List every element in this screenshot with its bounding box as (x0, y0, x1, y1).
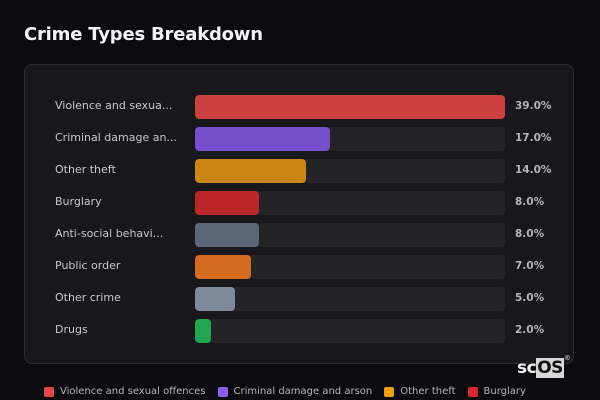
bar-row: Other crime 5.0% (25, 287, 573, 311)
bar-fill[interactable] (195, 127, 331, 151)
bar-track (195, 287, 505, 311)
legend-swatch-icon (467, 386, 478, 397)
legend-swatch-icon (384, 386, 395, 397)
bar-value: 8.0% (515, 228, 545, 240)
watermark-prefix: sc (517, 358, 537, 378)
bar-row: Violence and sexua... 39.0% (25, 95, 573, 119)
chart-card: Violence and sexua... 39.0% Criminal damag… (24, 64, 574, 364)
bar-track (195, 127, 505, 151)
bar-value: 2.0% (515, 324, 545, 336)
bar-track (195, 223, 505, 247)
bar-track (195, 319, 505, 343)
legend-item[interactable]: Violence and sexual offences (44, 386, 206, 397)
bar-fill[interactable] (195, 159, 307, 183)
bar-label: Other theft (55, 163, 116, 176)
bar-fill[interactable] (195, 95, 505, 119)
bar-label: Criminal damage an... (55, 131, 177, 144)
bar-value: 17.0% (515, 132, 552, 144)
watermark-boxed: OS (536, 358, 564, 378)
legend-label: Criminal damage and arson (233, 386, 373, 397)
legend-label: Burglary (483, 386, 526, 397)
page-title: Crime Types Breakdown (24, 24, 263, 45)
legend-item[interactable]: Burglary (467, 386, 526, 397)
bar-fill[interactable] (195, 191, 259, 215)
bar-value: 8.0% (515, 196, 545, 208)
bar-row: Criminal damage an... 17.0% (25, 127, 573, 151)
legend-item[interactable]: Criminal damage and arson (217, 386, 373, 397)
bar-label: Drugs (55, 323, 88, 336)
bar-label: Anti-social behavi... (55, 227, 164, 240)
bar-row: Drugs 2.0% (25, 319, 573, 343)
bar-value: 5.0% (515, 292, 545, 304)
bar-track (195, 255, 505, 279)
bar-row: Other theft 14.0% (25, 159, 573, 183)
bar-track (195, 191, 505, 215)
bar-label: Violence and sexua... (55, 99, 173, 112)
bar-track (195, 159, 505, 183)
bar-label: Other crime (55, 291, 121, 304)
bar-fill[interactable] (195, 255, 251, 279)
bar-label: Burglary (55, 195, 102, 208)
watermark-logo: scOS® (517, 354, 571, 378)
bar-fill[interactable] (195, 319, 211, 343)
bar-value: 39.0% (515, 100, 552, 112)
chart-legend: Violence and sexual offences Criminal dam… (44, 386, 526, 397)
legend-label: Violence and sexual offences (60, 386, 206, 397)
bar-row: Public order 7.0% (25, 255, 573, 279)
legend-swatch-icon (44, 386, 54, 397)
bar-fill[interactable] (195, 287, 235, 311)
legend-swatch-icon (217, 386, 228, 397)
bar-value: 14.0% (515, 164, 552, 176)
bar-track (195, 95, 505, 119)
bar-value: 7.0% (515, 260, 545, 272)
bar-row: Burglary 8.0% (25, 191, 573, 215)
bar-fill[interactable] (195, 223, 259, 247)
legend-label: Other theft (400, 386, 456, 397)
legend-item[interactable]: Other theft (384, 386, 456, 397)
bar-label: Public order (55, 259, 121, 272)
bar-row: Anti-social behavi... 8.0% (25, 223, 573, 247)
registered-mark: ® (563, 354, 571, 362)
